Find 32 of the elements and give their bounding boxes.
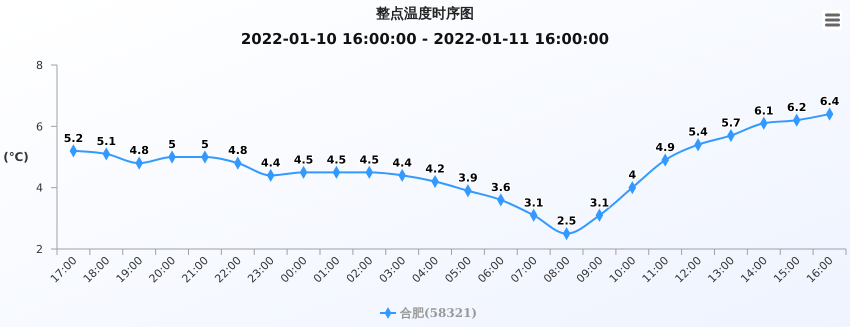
data-label: 4.8 <box>129 144 149 158</box>
chart-subtitle: 2022-01-10 16:00:00 - 2022-01-11 16:00:00 <box>240 30 610 48</box>
data-label: 4 <box>628 168 636 182</box>
data-label: 3.1 <box>590 196 610 210</box>
y-axis-title: (℃) <box>3 150 29 164</box>
data-label: 5 <box>168 138 176 151</box>
data-label: 6.4 <box>820 95 840 108</box>
data-label: 5.1 <box>96 134 116 148</box>
data-label: 5.2 <box>64 132 84 145</box>
data-label: 5 <box>201 138 209 151</box>
data-label: 4.5 <box>294 153 314 166</box>
data-label: 2.5 <box>556 214 576 228</box>
data-label: 6.2 <box>786 101 806 114</box>
data-label: 5.7 <box>721 116 741 130</box>
data-label: 3.1 <box>524 196 544 210</box>
data-label: 4.2 <box>425 162 445 176</box>
data-label: 3.6 <box>491 180 511 194</box>
data-label: 6.1 <box>754 104 774 118</box>
data-label: 4.5 <box>360 153 380 166</box>
data-label: 3.9 <box>458 172 478 185</box>
data-label: 4.5 <box>326 153 346 166</box>
data-label: 5.4 <box>688 126 708 139</box>
y-tick-label: 2 <box>36 243 43 256</box>
y-tick-label: 4 <box>36 182 43 195</box>
data-label: 4.4 <box>260 156 281 170</box>
legend-label: 合肥(58321) <box>399 306 478 320</box>
data-label: 4.8 <box>228 144 248 158</box>
y-tick-label: 6 <box>36 120 43 134</box>
chart-title: 整点温度时序图 <box>375 5 474 22</box>
data-label: 4.4 <box>392 156 412 170</box>
data-label: 4.9 <box>655 141 675 154</box>
y-tick-label: 8 <box>36 59 43 72</box>
